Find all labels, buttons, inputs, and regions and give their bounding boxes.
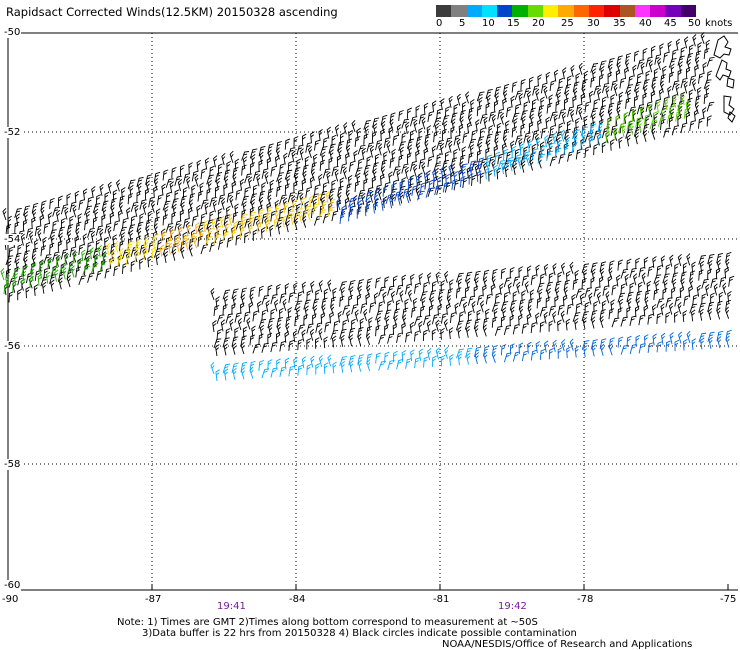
colorbar-label: knots xyxy=(705,18,733,29)
colorbar-label: 30 xyxy=(587,18,600,29)
colorbar-swatch xyxy=(497,5,513,17)
time-label-1941: 19:41 xyxy=(217,601,246,612)
coastline xyxy=(713,35,736,123)
lat-label-60: -60 xyxy=(3,580,22,591)
colorbar-label: 35 xyxy=(613,18,626,29)
map-title: Rapidsact Corrected Winds(12.5KM) 201503… xyxy=(6,5,338,19)
colorbar-swatch xyxy=(650,5,666,17)
time-label-1942: 19:42 xyxy=(498,601,527,612)
colorbar-swatch xyxy=(543,5,559,17)
colorbar-label: 40 xyxy=(639,18,652,29)
wind-barbs xyxy=(0,31,735,382)
lat-label-52: -52 xyxy=(3,127,22,138)
colorbar-label: 15 xyxy=(507,18,520,29)
colorbar-label: 20 xyxy=(532,18,545,29)
colorbar-swatch xyxy=(451,5,467,17)
lon-label-81: -81 xyxy=(433,594,450,605)
colorbar-swatch xyxy=(665,5,681,17)
note-line-1: Note: 1) Times are GMT 2)Times along bot… xyxy=(117,617,538,628)
map-grid xyxy=(7,32,738,591)
lon-label-87: -87 xyxy=(145,594,162,605)
lat-label-56: -56 xyxy=(3,341,22,352)
lon-label-78: -78 xyxy=(577,594,594,605)
lat-label-50: -50 xyxy=(3,27,22,38)
colorbar-swatch xyxy=(588,5,605,17)
note-line-3: NOAA/NESDIS/Office of Research and Appli… xyxy=(442,639,693,650)
colorbar-swatch xyxy=(680,5,697,17)
colorbar-label: 25 xyxy=(561,18,574,29)
colorbar-swatch xyxy=(558,5,574,17)
colorbar-swatch xyxy=(619,5,635,17)
colorbar-label: 5 xyxy=(459,18,466,29)
colorbar-label: 50 xyxy=(688,18,701,29)
lon-label-84: -84 xyxy=(289,594,306,605)
colorbar-swatch xyxy=(573,5,589,17)
colorbar-label: 45 xyxy=(664,18,677,29)
lon-label-90: -90 xyxy=(2,594,19,605)
colorbar-swatch xyxy=(512,5,528,17)
colorbar-labels: 0 5 10 15 20 25 30 35 40 45 50 knots xyxy=(430,18,740,32)
colorbar-swatch xyxy=(481,5,498,17)
colorbar-label: 10 xyxy=(482,18,495,29)
colorbar-swatch xyxy=(527,5,544,17)
colorbar-swatch xyxy=(604,5,620,17)
note-line-2: 3)Data buffer is 22 hrs from 20150328 4)… xyxy=(142,628,577,639)
colorbar-swatch xyxy=(436,5,452,17)
wind-speed-colorbar xyxy=(436,5,697,17)
colorbar-label: 0 xyxy=(436,18,443,29)
lat-label-58: -58 xyxy=(3,459,22,470)
lat-label-54: -54 xyxy=(3,234,22,245)
colorbar-swatch xyxy=(466,5,482,17)
colorbar-swatch xyxy=(634,5,651,17)
lon-label-75: -75 xyxy=(720,594,737,605)
